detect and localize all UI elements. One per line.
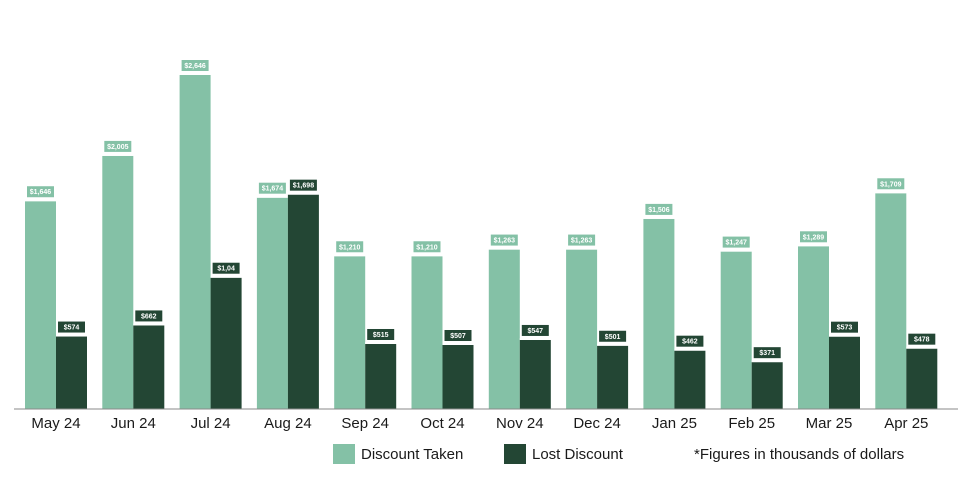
bar-lost-discount-2 <box>210 277 242 409</box>
bar-lost-discount-8 <box>674 350 706 409</box>
data-label-lost-discount-10: $573 <box>837 325 853 332</box>
legend: Discount Taken Lost Discount *Figures in… <box>0 444 970 468</box>
data-label-discount-taken-7: $1,263 <box>571 238 593 245</box>
x-tick-label: Dec 24 <box>573 415 621 432</box>
data-label-box <box>753 347 781 359</box>
data-label-lost-discount-11: $478 <box>914 337 930 344</box>
data-label-box <box>521 324 549 336</box>
x-tick-label: Oct 24 <box>420 415 464 432</box>
bar-lost-discount-7 <box>597 345 629 409</box>
data-label-box <box>490 234 518 246</box>
bar-lost-discount-4 <box>365 343 397 409</box>
bar-lost-discount-11 <box>906 348 938 409</box>
data-label-box <box>800 231 827 243</box>
data-label-box <box>877 178 905 190</box>
data-label-box <box>289 179 317 191</box>
bar-discount-taken-4 <box>334 256 366 409</box>
x-tick-label: Jun 24 <box>111 415 156 432</box>
data-label-discount-taken-11: $1,709 <box>880 181 902 188</box>
legend-item-discount-taken: Discount Taken <box>333 444 463 464</box>
data-label-box <box>568 234 596 246</box>
data-label-discount-taken-1: $2,005 <box>107 144 129 151</box>
data-label-box <box>104 140 132 152</box>
legend-swatch-discount-taken <box>333 444 355 464</box>
data-label-lost-discount-4: $515 <box>373 332 389 339</box>
data-label-lost-discount-8: $462 <box>682 339 698 346</box>
data-label-box <box>599 330 627 342</box>
bar-chart: $1,646 $574 $2,005 $662 $2,646 $1,04 $1,674 $1,… <box>14 60 958 432</box>
data-label-lost-discount-9: $371 <box>759 350 775 357</box>
data-label-discount-taken-5: $1,210 <box>416 244 438 251</box>
bar-lost-discount-9 <box>751 362 783 409</box>
x-tick-label: Jul 24 <box>191 415 231 432</box>
data-label-lost-discount-1: $662 <box>141 313 157 320</box>
legend-item-lost-discount: Lost Discount <box>504 444 623 464</box>
data-label-discount-taken-3: $1,674 <box>262 186 284 193</box>
x-tick-label: Mar 25 <box>806 415 853 432</box>
data-label-box <box>27 186 54 198</box>
data-label-box <box>258 182 286 194</box>
x-tick-label: May 24 <box>31 415 80 432</box>
data-label-discount-taken-10: $1,289 <box>803 234 825 241</box>
bar-discount-taken-9 <box>720 251 752 409</box>
legend-label-lost-discount: Lost Discount <box>532 445 623 463</box>
data-label-discount-taken-4: $1,210 <box>339 244 361 251</box>
legend-label-discount-taken: Discount Taken <box>361 445 464 463</box>
data-label-box <box>212 262 240 274</box>
data-label-discount-taken-2: $2,646 <box>184 63 206 70</box>
data-label-box <box>645 203 673 215</box>
data-label-lost-discount-3: $1,698 <box>293 183 315 190</box>
x-tick-label: Jan 25 <box>652 415 697 432</box>
bar-lost-discount-6 <box>519 339 551 409</box>
data-label-lost-discount-7: $501 <box>605 334 621 341</box>
data-label-box <box>722 236 750 248</box>
data-label-lost-discount-6: $547 <box>528 328 544 335</box>
x-tick-label: Nov 24 <box>496 415 544 432</box>
bar-lost-discount-1 <box>133 325 165 409</box>
data-label-discount-taken-0: $1,646 <box>30 189 52 196</box>
legend-swatch-lost-discount <box>504 444 526 464</box>
bars-group: $1,646 $574 $2,005 $662 $2,646 $1,04 $1,674 $1,… <box>25 60 938 409</box>
bar-lost-discount-5 <box>442 345 474 409</box>
data-label-box <box>135 310 163 322</box>
bar-discount-taken-1 <box>102 155 134 409</box>
data-label-box <box>367 328 395 340</box>
bar-discount-taken-3 <box>256 197 288 409</box>
x-tick-label: Sep 24 <box>341 415 389 432</box>
figures-note: *Figures in thousands of dollars <box>694 446 905 463</box>
data-label-lost-discount-5: $507 <box>450 333 466 340</box>
bar-discount-taken-11 <box>875 193 907 409</box>
data-label-lost-discount-2: $1,04 <box>217 266 235 273</box>
bar-discount-taken-6 <box>488 249 520 409</box>
bar-discount-taken-5 <box>411 256 443 409</box>
data-label-discount-taken-8: $1,506 <box>648 207 670 214</box>
bar-lost-discount-10 <box>829 336 860 409</box>
data-label-box <box>336 241 364 253</box>
data-label-discount-taken-9: $1,247 <box>725 240 747 247</box>
bar-lost-discount-3 <box>287 194 319 409</box>
bar-discount-taken-7 <box>566 249 598 409</box>
bar-discount-taken-2 <box>179 75 211 409</box>
bar-discount-taken-0 <box>25 201 56 409</box>
data-label-box <box>413 241 441 253</box>
data-label-discount-taken-6: $1,263 <box>494 238 516 245</box>
x-tick-label: Apr 25 <box>884 415 928 432</box>
x-tick-label: Aug 24 <box>264 415 312 432</box>
data-label-box <box>58 321 85 333</box>
data-label-box <box>444 330 472 342</box>
bar-discount-taken-10 <box>798 246 829 409</box>
data-label-lost-discount-0: $574 <box>64 325 80 332</box>
data-label-box <box>676 335 704 347</box>
x-tick-labels: May 24 Jun 24 Jul 24 Aug 24 Sep 24 Oct 24 Nov … <box>31 415 928 432</box>
bar-discount-taken-8 <box>643 218 675 409</box>
bar-lost-discount-0 <box>56 336 87 409</box>
data-label-box <box>181 60 209 71</box>
data-label-box <box>831 321 858 333</box>
x-tick-label: Feb 25 <box>728 415 775 432</box>
data-label-box <box>908 333 936 345</box>
